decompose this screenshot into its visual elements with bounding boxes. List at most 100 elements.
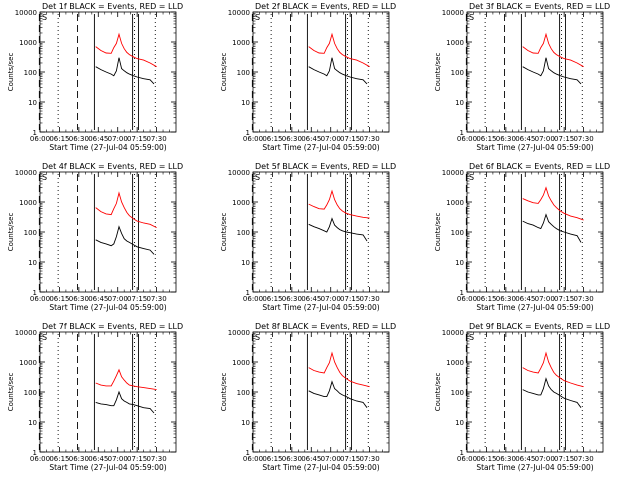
x-tick-label: 06:15 — [49, 455, 69, 463]
y-tick-label: 1 — [460, 449, 464, 457]
x-tick-label: 07:30 — [359, 455, 379, 463]
x-tick-label: 06:15 — [49, 295, 69, 303]
x-tick-label: 06:15 — [262, 455, 282, 463]
x-axis-label: Start Time (27-Jul-04 05:59:00) — [262, 463, 379, 472]
y-tick-label: 100 — [237, 229, 250, 237]
x-tick-label: 06:30 — [496, 295, 516, 303]
y-tick-label: 100 — [24, 69, 37, 77]
y-axis-label: Counts/sec — [7, 53, 15, 92]
x-tick-label: 07:30 — [146, 455, 166, 463]
y-tick-label: 100 — [451, 389, 464, 397]
x-tick-label: 07:30 — [573, 455, 593, 463]
x-tick-label: 06:15 — [476, 455, 496, 463]
series-line-lld — [308, 351, 370, 388]
y-tick-label: 10000 — [15, 9, 37, 17]
panel-det-5: Det 5f BLACK = Events, RED = LLD S 1 10 100 1… — [220, 162, 396, 312]
y-tick-label: 1 — [246, 449, 250, 457]
x-tick-label: 06:15 — [262, 135, 282, 143]
x-tick-label: 06:45 — [301, 295, 321, 303]
y-tick-label: 10 — [455, 259, 464, 267]
x-tick-label: 07:15 — [554, 135, 574, 143]
x-tick-label: 06:30 — [496, 455, 516, 463]
y-tick-label: 10 — [241, 419, 250, 427]
x-tick-label: 07:00 — [535, 135, 555, 143]
x-tick-label: 06:00 — [457, 135, 477, 143]
x-tick-label: 07:30 — [146, 135, 166, 143]
y-tick-label: 1000 — [19, 39, 37, 47]
series-line-events — [308, 217, 368, 242]
y-tick-label: 100 — [451, 229, 464, 237]
x-tick-label: 06:15 — [49, 135, 69, 143]
y-tick-label: 1 — [460, 129, 464, 137]
y-axis-label: Counts/sec — [434, 53, 442, 92]
panel-title: Det 3f BLACK = Events, RED = LLD — [469, 2, 610, 11]
y-tick-label: 10 — [241, 99, 250, 107]
y-tick-label: 1000 — [19, 359, 37, 367]
y-tick-label: 10 — [455, 419, 464, 427]
x-tick-label: 07:30 — [146, 295, 166, 303]
legend-glyph: S — [255, 333, 260, 342]
x-tick-label: 06:30 — [282, 455, 302, 463]
y-tick-label: 10000 — [15, 329, 37, 337]
x-tick-label: 06:45 — [515, 295, 535, 303]
x-tick-label: 07:15 — [340, 455, 360, 463]
x-tick-label: 07:00 — [108, 135, 128, 143]
series-line-lld — [95, 191, 157, 229]
x-tick-label: 07:15 — [127, 135, 147, 143]
x-tick-label: 07:30 — [573, 135, 593, 143]
y-tick-label: 10000 — [228, 329, 250, 337]
panel-det-1: Det 1f BLACK = Events, RED = LLD S 1 10 100 1… — [7, 2, 183, 152]
x-tick-label: 06:00 — [243, 135, 263, 143]
y-tick-label: 10 — [28, 419, 37, 427]
series-line-events — [522, 377, 582, 408]
x-tick-label: 06:30 — [496, 135, 516, 143]
y-tick-label: 1000 — [232, 199, 250, 207]
x-tick-label: 06:30 — [282, 295, 302, 303]
y-tick-label: 1 — [33, 289, 37, 297]
series-line-events — [95, 225, 155, 255]
panel-det-4: Det 4f BLACK = Events, RED = LLD S 1 10 100 1… — [7, 162, 183, 312]
panel-det-7: Det 7f BLACK = Events, RED = LLD S 1 10 100 1… — [7, 322, 183, 472]
x-tick-label: 07:00 — [108, 295, 128, 303]
x-axis-label: Start Time (27-Jul-04 05:59:00) — [476, 463, 593, 472]
x-tick-label: 06:15 — [476, 135, 496, 143]
series-line-lld — [522, 32, 584, 68]
legend-glyph: S — [42, 333, 47, 342]
y-tick-label: 10 — [241, 259, 250, 267]
y-tick-label: 10000 — [15, 169, 37, 177]
y-tick-label: 1000 — [232, 359, 250, 367]
x-tick-label: 06:00 — [243, 455, 263, 463]
x-tick-label: 06:45 — [301, 135, 321, 143]
panel-title: Det 9f BLACK = Events, RED = LLD — [469, 322, 610, 331]
y-axis-label: Counts/sec — [220, 213, 228, 252]
x-tick-label: 07:15 — [554, 455, 574, 463]
x-tick-label: 07:00 — [321, 135, 341, 143]
x-tick-label: 06:00 — [30, 295, 50, 303]
x-tick-label: 06:15 — [476, 295, 496, 303]
x-tick-label: 06:45 — [515, 135, 535, 143]
y-tick-label: 1000 — [446, 359, 464, 367]
panel-det-6: Det 6f BLACK = Events, RED = LLD S 1 10 100 1… — [434, 162, 610, 312]
x-axis-label: Start Time (27-Jul-04 05:59:00) — [49, 303, 166, 312]
x-tick-label: 06:00 — [457, 455, 477, 463]
series-line-lld — [95, 32, 157, 68]
series-line-events — [95, 390, 155, 414]
x-axis-label: Start Time (27-Jul-04 05:59:00) — [49, 463, 166, 472]
x-tick-label: 07:00 — [535, 455, 555, 463]
y-tick-label: 100 — [24, 389, 37, 397]
x-tick-label: 07:15 — [340, 135, 360, 143]
series-line-events — [95, 57, 155, 85]
x-tick-label: 07:15 — [554, 295, 574, 303]
y-tick-label: 1000 — [232, 39, 250, 47]
x-tick-label: 06:45 — [88, 455, 108, 463]
y-tick-label: 1 — [246, 129, 250, 137]
y-tick-label: 10 — [28, 99, 37, 107]
x-tick-label: 07:00 — [321, 455, 341, 463]
y-tick-label: 10 — [28, 259, 37, 267]
x-axis-label: Start Time (27-Jul-04 05:59:00) — [262, 303, 379, 312]
x-axis-label: Start Time (27-Jul-04 05:59:00) — [49, 143, 166, 152]
y-tick-label: 10000 — [228, 169, 250, 177]
x-tick-label: 07:00 — [535, 295, 555, 303]
x-tick-label: 07:30 — [359, 135, 379, 143]
